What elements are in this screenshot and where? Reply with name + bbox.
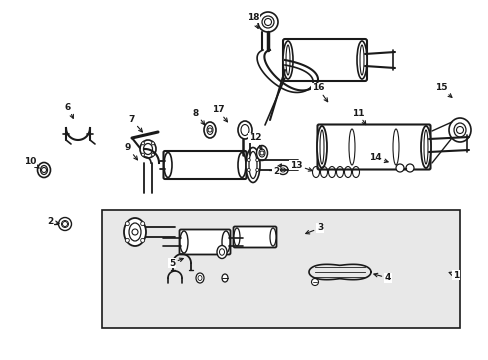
Text: 18: 18 — [246, 13, 259, 28]
Ellipse shape — [356, 41, 366, 79]
Ellipse shape — [285, 45, 289, 75]
Ellipse shape — [448, 118, 470, 142]
Text: 13: 13 — [289, 161, 311, 171]
Text: 3: 3 — [305, 224, 323, 234]
Circle shape — [125, 222, 129, 226]
Ellipse shape — [206, 126, 213, 135]
Circle shape — [141, 222, 144, 226]
Ellipse shape — [222, 231, 229, 253]
Text: 2: 2 — [272, 164, 281, 176]
Circle shape — [405, 164, 413, 172]
Circle shape — [255, 158, 258, 162]
Text: 7: 7 — [128, 116, 142, 132]
Text: 16: 16 — [311, 84, 327, 102]
Circle shape — [260, 151, 264, 155]
Text: 8: 8 — [192, 108, 204, 125]
Ellipse shape — [41, 166, 47, 175]
Text: 9: 9 — [124, 144, 137, 160]
Circle shape — [151, 142, 154, 145]
Ellipse shape — [316, 126, 326, 168]
Ellipse shape — [203, 122, 216, 138]
Ellipse shape — [163, 153, 172, 177]
Ellipse shape — [359, 45, 363, 75]
Circle shape — [141, 238, 144, 242]
Ellipse shape — [258, 12, 278, 32]
Ellipse shape — [219, 249, 224, 255]
Text: 6: 6 — [65, 103, 73, 118]
FancyBboxPatch shape — [179, 230, 230, 255]
Circle shape — [41, 167, 46, 172]
Circle shape — [255, 168, 258, 171]
Ellipse shape — [423, 130, 427, 164]
Ellipse shape — [269, 228, 275, 246]
Circle shape — [311, 279, 318, 285]
Circle shape — [247, 158, 250, 162]
Text: 12: 12 — [248, 134, 262, 149]
Ellipse shape — [278, 166, 287, 175]
FancyBboxPatch shape — [283, 39, 366, 81]
Ellipse shape — [453, 123, 465, 137]
Circle shape — [141, 153, 144, 156]
Ellipse shape — [143, 144, 152, 154]
Ellipse shape — [222, 274, 227, 282]
Ellipse shape — [61, 220, 68, 228]
Text: 1: 1 — [448, 270, 458, 279]
Ellipse shape — [241, 125, 248, 135]
Ellipse shape — [124, 218, 146, 246]
Ellipse shape — [234, 228, 240, 246]
Ellipse shape — [129, 223, 141, 241]
Circle shape — [132, 229, 138, 235]
Ellipse shape — [140, 140, 156, 158]
Text: 17: 17 — [211, 105, 227, 122]
Ellipse shape — [38, 162, 50, 177]
Ellipse shape — [59, 217, 71, 230]
Ellipse shape — [259, 149, 264, 157]
Text: 10: 10 — [24, 158, 39, 168]
Text: 2: 2 — [47, 217, 59, 226]
Ellipse shape — [238, 153, 245, 177]
Circle shape — [247, 168, 250, 171]
Circle shape — [125, 238, 129, 242]
Text: 5: 5 — [168, 258, 183, 267]
Ellipse shape — [420, 126, 430, 168]
Text: 11: 11 — [351, 108, 365, 125]
Circle shape — [151, 153, 154, 156]
Ellipse shape — [217, 246, 226, 258]
Circle shape — [395, 164, 403, 172]
Ellipse shape — [238, 121, 251, 139]
Ellipse shape — [198, 275, 202, 280]
Circle shape — [62, 221, 67, 226]
Ellipse shape — [256, 145, 267, 161]
Ellipse shape — [180, 231, 187, 253]
Text: 15: 15 — [434, 84, 451, 98]
Text: 14: 14 — [368, 153, 387, 163]
Ellipse shape — [319, 130, 324, 164]
Ellipse shape — [280, 168, 285, 172]
Circle shape — [141, 142, 144, 145]
FancyBboxPatch shape — [163, 151, 246, 179]
FancyBboxPatch shape — [233, 226, 276, 248]
Ellipse shape — [196, 273, 203, 283]
Circle shape — [456, 126, 463, 134]
FancyBboxPatch shape — [317, 125, 429, 170]
Circle shape — [264, 18, 271, 26]
Ellipse shape — [262, 16, 273, 28]
Bar — [102, 210, 459, 328]
Ellipse shape — [245, 148, 260, 183]
Circle shape — [207, 128, 212, 132]
Text: 4: 4 — [373, 273, 390, 283]
Ellipse shape — [248, 152, 257, 179]
Ellipse shape — [283, 41, 292, 79]
